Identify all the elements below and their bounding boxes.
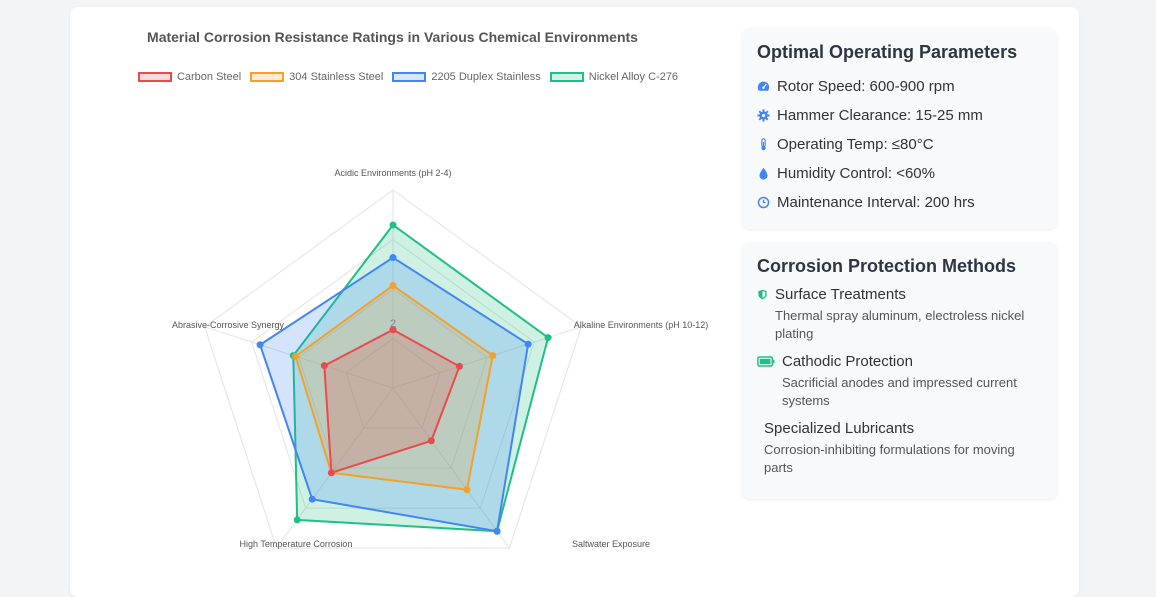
legend-swatch	[250, 72, 285, 82]
data-point	[293, 516, 301, 524]
param-label: Hammer Clearance: 15-25 mm	[777, 107, 983, 124]
param-label: Operating Temp: ≤80°C	[777, 136, 934, 153]
speedometer-icon	[757, 81, 770, 91]
series-area	[258, 256, 530, 533]
method-label: Specialized Lubricants	[764, 420, 915, 437]
param-operating-temp: Operating Temp: ≤80°C	[757, 130, 1042, 159]
legend-swatch	[392, 72, 427, 82]
radar-chart: Material Corrosion Resistance Ratings in…	[70, 7, 730, 593]
method-desc: Sacrificial anodes and impressed current…	[782, 375, 1017, 408]
legend-item-2205-duplex[interactable]: 2205 Duplex Stainless	[392, 71, 541, 83]
data-point	[493, 527, 501, 535]
params-panel: Optimal Operating Parameters Rotor Speed…	[742, 28, 1057, 229]
param-label: Maintenance Interval: 200 hrs	[777, 194, 975, 211]
legend-item-carbon-steel[interactable]: Carbon Steel	[137, 71, 242, 83]
tick-label: 2	[390, 318, 396, 330]
main-card: Material Corrosion Resistance Ratings in…	[70, 7, 1079, 597]
gear-icon	[757, 109, 770, 122]
method-desc: Thermal spray aluminum, electroless nick…	[775, 308, 1025, 341]
axis-label: Alkaline Environments (pH 10-12)	[574, 320, 709, 330]
data-point	[320, 362, 328, 370]
legend-label: 304 Stainless Steel	[289, 71, 384, 83]
series-area	[292, 223, 550, 533]
legend-label: 2205 Duplex Stainless	[431, 71, 541, 83]
data-point	[524, 340, 532, 348]
battery-icon	[757, 356, 775, 367]
legend-item-304-stainless[interactable]: 304 Stainless Steel	[250, 71, 383, 83]
data-point	[256, 341, 264, 349]
series-area	[323, 328, 461, 475]
legend-label: Nickel Alloy C-276	[588, 71, 679, 83]
params-title: Optimal Operating Parameters	[757, 42, 1018, 62]
axis-label: Abrasive-Corrosive Synergy	[172, 320, 285, 330]
series-area	[294, 284, 494, 491]
thermometer-icon	[761, 138, 766, 151]
legend-label: Carbon Steel	[176, 71, 242, 83]
method-cathodic-protection: Cathodic Protection Sacrificial anodes a…	[757, 353, 1042, 410]
param-maintenance: Maintenance Interval: 200 hrs	[757, 188, 1042, 217]
axis-label: High Temperature Corrosion	[240, 539, 353, 549]
data-point	[455, 362, 463, 370]
data-point	[463, 486, 471, 494]
legend-item-nickel-alloy[interactable]: Nickel Alloy C-276	[549, 71, 679, 83]
droplet-icon	[759, 167, 768, 180]
data-point	[308, 495, 316, 503]
methods-title: Corrosion Protection Methods	[757, 256, 1017, 276]
data-point	[389, 282, 397, 290]
method-desc: Corrosion-inhibiting formulations for mo…	[764, 442, 1015, 475]
method-specialized-lubricants: Specialized Lubricants Corrosion-inhibit…	[757, 420, 1042, 477]
grid-ring	[204, 189, 582, 549]
chart-legend: Carbon Steel 304 Stainless Steel 2205 Du…	[70, 71, 746, 83]
axis-label: Saltwater Exposure	[572, 539, 650, 549]
data-point	[489, 352, 497, 360]
data-point	[544, 334, 552, 342]
method-label: Surface Treatments	[775, 286, 906, 303]
data-point	[427, 437, 435, 445]
param-rotor-speed: Rotor Speed: 600-900 rpm	[757, 72, 1042, 101]
data-point	[389, 221, 397, 229]
param-label: Rotor Speed: 600-900 rpm	[777, 78, 955, 95]
sidebar: Optimal Operating Parameters Rotor Speed…	[742, 28, 1057, 512]
method-label: Cathodic Protection	[782, 353, 913, 370]
legend-swatch	[137, 72, 172, 82]
data-point	[327, 469, 335, 477]
clock-icon	[757, 196, 770, 209]
grid-spoke	[392, 387, 510, 549]
param-hammer-clearance: Hammer Clearance: 15-25 mm	[757, 101, 1042, 130]
shield-icon	[758, 289, 767, 300]
param-label: Humidity Control: <60%	[777, 165, 935, 182]
param-humidity: Humidity Control: <60%	[757, 159, 1042, 188]
grid-ring	[251, 238, 535, 509]
method-surface-treatments: Surface Treatments Thermal spray aluminu…	[757, 286, 1042, 343]
chart-title: Material Corrosion Resistance Ratings in…	[147, 29, 638, 45]
methods-panel: Corrosion Protection Methods Surface Tre…	[742, 242, 1057, 499]
legend-swatch	[549, 72, 584, 82]
data-point	[292, 352, 300, 360]
data-point	[389, 326, 397, 334]
grid-ring	[345, 337, 441, 429]
grid-ring	[298, 288, 488, 469]
data-point	[389, 254, 397, 262]
axis-label: Acidic Environments (pH 2-4)	[334, 168, 451, 178]
radar-plot: 2 Acidic Environments (pH 2-4) Alkaline En…	[172, 168, 709, 549]
